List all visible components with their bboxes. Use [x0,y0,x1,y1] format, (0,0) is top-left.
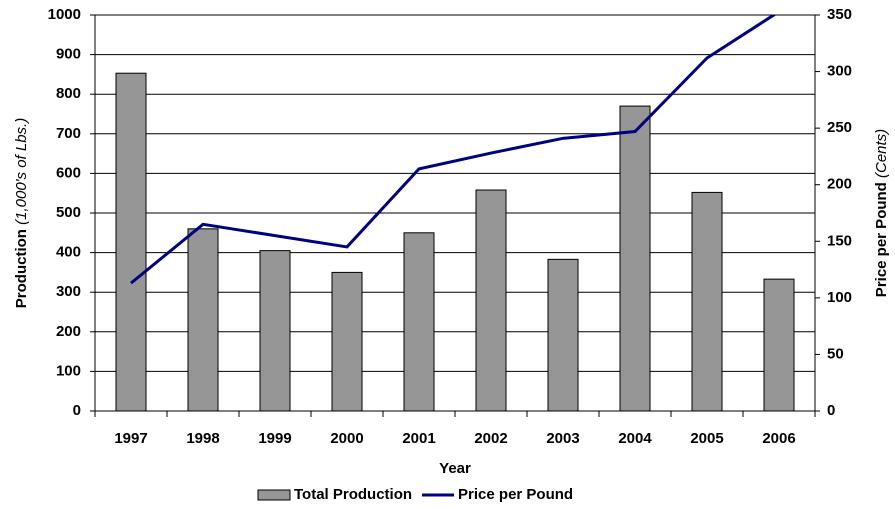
line [130,15,777,285]
bar [331,271,363,412]
x-tick-label: 2001 [402,430,435,447]
x-tick-label: 2000 [330,430,363,447]
y-tick-label: 600 [56,164,81,181]
bar [115,72,147,412]
y2-tick-label: 50 [827,345,844,362]
x-tick-label: 1998 [186,430,219,447]
y-tick-label: 300 [56,283,81,300]
bar [619,105,651,412]
y-tick-label: 900 [56,46,81,63]
marks [115,15,795,412]
bar [259,250,291,412]
y2-axis-label: Price per Pound (Cents) [873,129,890,297]
x-tick-label: 2006 [762,430,795,447]
x-tick-label: 2003 [546,430,579,447]
y-axis-label-unit: (1,000's of Lbs.) [13,118,30,225]
legend-label: Total Production [294,486,412,503]
legend-label: Price per Pound [458,486,573,503]
y2-tick-label: 150 [827,232,852,249]
bar [691,191,723,412]
y2-tick-label: 250 [827,119,852,136]
y2-tick-label: 0 [827,402,835,419]
x-axis-label: Year [439,460,471,477]
y-tick-label: 800 [56,85,81,102]
bar [547,258,579,412]
y-axis-label-main: Production [13,229,30,308]
y-tick-label: 100 [56,362,81,379]
y-tick-label: 1000 [48,6,81,23]
bar [403,232,435,412]
bar [475,189,507,412]
y-tick-label: 0 [73,402,81,419]
legend-swatch [257,489,291,501]
y-axis-label: Production (1,000's of Lbs.) [13,118,30,308]
x-tick-label: 1999 [258,430,291,447]
y-tick-label: 200 [56,323,81,340]
x-tick-label: 2004 [618,430,652,447]
y-tick-label: 500 [56,204,81,221]
legend: Total Production Price per Pound [257,486,573,503]
x-tick-label: 2005 [690,430,723,447]
y2-axis-label-unit: (Cents) [873,129,890,178]
y2-tick-label: 350 [827,6,852,23]
x-tick-label: 1997 [114,430,147,447]
y2-axis-label-main: Price per Pound [873,182,890,297]
bar [187,228,219,412]
y-tick-label: 400 [56,244,81,261]
y-tick-label: 700 [56,125,81,142]
y2-tick-label: 200 [827,176,852,193]
bar [763,278,795,412]
x-tick-label: 2002 [474,430,507,447]
y2-tick-label: 100 [827,289,852,306]
y2-tick-label: 300 [827,63,852,80]
